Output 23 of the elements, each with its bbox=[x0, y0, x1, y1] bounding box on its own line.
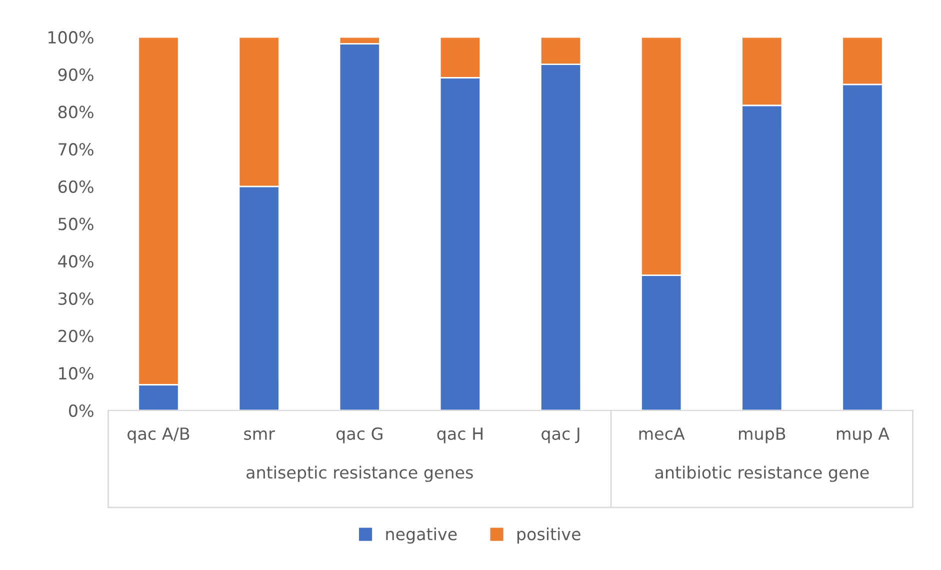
y-tick-label: 20% bbox=[58, 330, 94, 342]
y-tick-label: 50% bbox=[58, 218, 94, 230]
x-tick-label: mecA bbox=[639, 428, 685, 440]
legend-label: positive bbox=[517, 527, 580, 544]
y-tick-label: 30% bbox=[58, 292, 94, 305]
text: antibiotic resistance gene bbox=[655, 466, 869, 482]
y-tick-label: 80% bbox=[58, 106, 94, 118]
y-tick-label: 90% bbox=[58, 68, 94, 81]
x-tick-label: qac J bbox=[542, 428, 580, 444]
y-tick-label: 40% bbox=[58, 255, 94, 268]
y-tick-label: 70% bbox=[58, 143, 94, 156]
y-tick-label: 0% bbox=[68, 404, 94, 417]
x-tick-label: mup A bbox=[836, 428, 890, 444]
y-tick-label: 60% bbox=[58, 180, 94, 193]
x-tick-label: smr bbox=[244, 430, 275, 440]
text: antiseptic resistance genes bbox=[246, 466, 473, 482]
x-tick-label: mupB bbox=[739, 428, 786, 444]
x-tick-label: qac G bbox=[336, 427, 382, 444]
legend-label: negative bbox=[386, 527, 457, 544]
x-tick-label: qac H bbox=[437, 428, 482, 444]
y-tick-label: 10% bbox=[59, 367, 94, 380]
y-tick-label: 100% bbox=[48, 31, 94, 44]
x-tick-label: qac A/B bbox=[128, 428, 190, 444]
